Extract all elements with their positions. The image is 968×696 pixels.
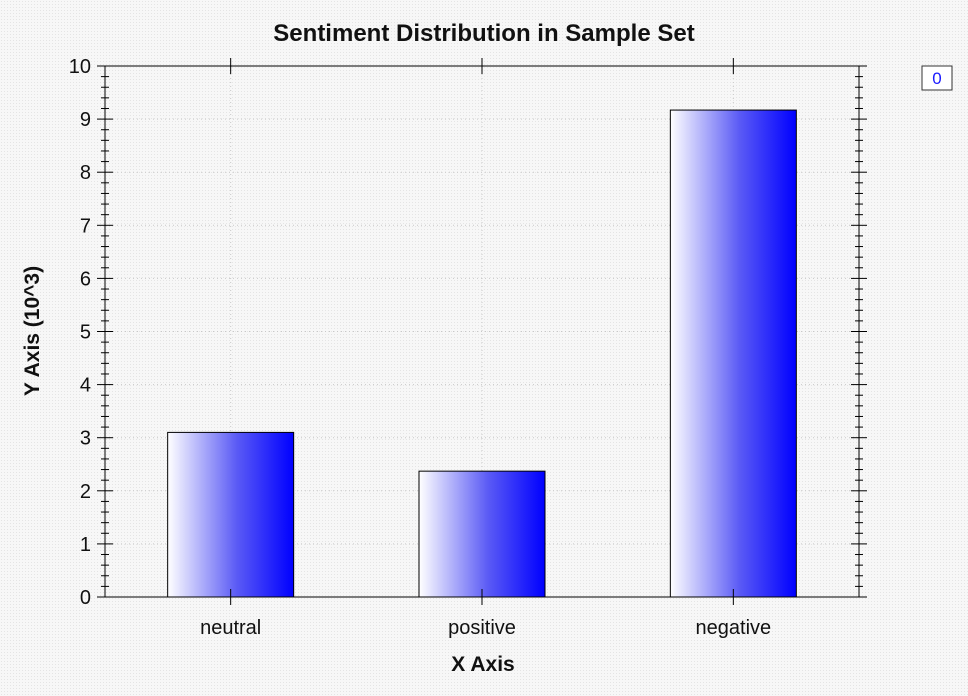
legend-entry: 0 [932, 69, 941, 88]
bars [167, 109, 797, 598]
y-axis-label: Y Axis (10^3) [21, 266, 44, 396]
y-tick-label: 0 [80, 587, 91, 609]
bar-negative [669, 109, 797, 598]
y-tick-label: 6 [80, 268, 91, 290]
axes [97, 58, 867, 605]
x-tick-label: neutral [200, 617, 261, 639]
bar-positive [418, 470, 546, 598]
y-tick-label: 4 [80, 375, 91, 397]
legend: 0 [921, 65, 953, 91]
y-tick-label: 9 [80, 109, 91, 131]
x-tick-label: positive [448, 617, 516, 639]
x-tick-label: negative [696, 617, 772, 639]
chart-title: Sentiment Distribution in Sample Set [273, 20, 694, 47]
x-tick-labels: neutral positive negative [200, 617, 771, 639]
x-axis-label: X Axis [451, 653, 514, 676]
y-tick-labels: 0 1 2 3 4 5 6 7 8 9 10 [69, 56, 91, 609]
y-tick-label: 1 [80, 534, 91, 556]
y-tick-label: 8 [80, 162, 91, 184]
y-tick-label: 7 [80, 215, 91, 237]
bar-neutral [167, 431, 295, 598]
y-tick-label: 3 [80, 428, 91, 450]
y-tick-label: 5 [80, 322, 91, 344]
y-tick-label: 2 [80, 481, 91, 503]
legend-box [921, 65, 953, 91]
y-tick-label: 10 [69, 56, 91, 78]
